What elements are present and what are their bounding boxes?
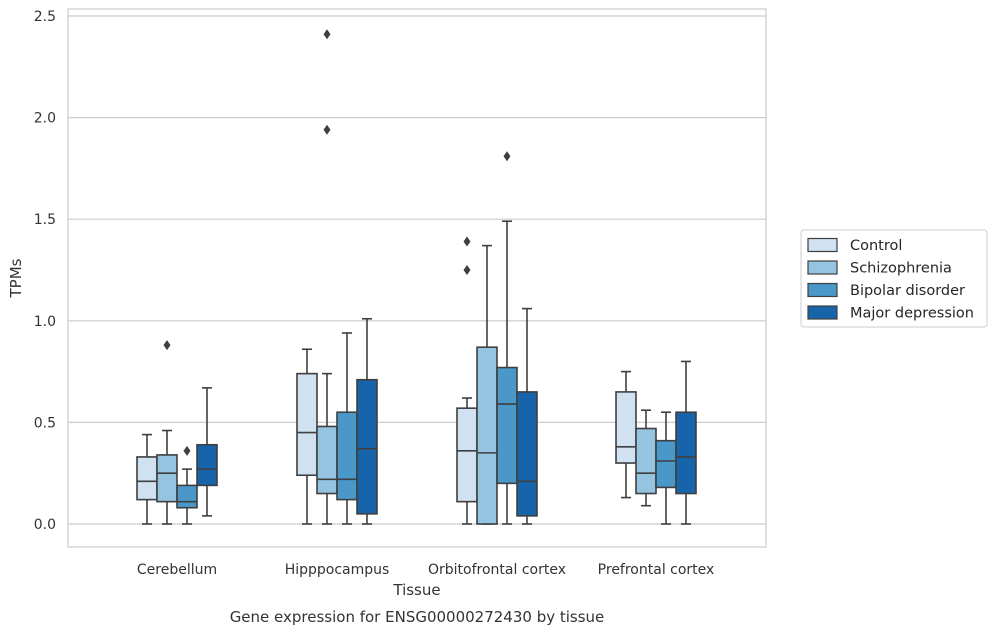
y-tick-label: 2.0	[34, 111, 56, 127]
y-tick-label: 1.5	[34, 212, 56, 228]
legend-label: Schizophrenia	[850, 261, 952, 277]
legend-swatch	[807, 237, 838, 253]
box-control-3	[615, 370, 637, 499]
x-tick-label: Cerebellum	[137, 562, 217, 578]
box-bipolar-disorder-0	[176, 445, 198, 525]
outlier-point	[183, 445, 191, 456]
legend-label: Control	[850, 238, 902, 254]
box-major-depression-1	[356, 317, 378, 525]
legend: Control Schizophrenia Bipolar disorder Majo…	[800, 229, 988, 328]
y-axis-ticks: 0.0 0.5 1.0 1.5 2.0 2.5	[34, 9, 56, 533]
x-axis-label: Tissue	[392, 581, 440, 599]
outlier-point	[463, 265, 471, 275]
outlier-point	[163, 340, 171, 351]
box-body	[655, 439, 677, 489]
box-body	[675, 411, 697, 495]
legend-label: Bipolar disorder	[850, 283, 965, 299]
box-major-depression-3	[675, 360, 697, 525]
box-bipolar-disorder-3	[655, 411, 677, 525]
y-tick-label: 1.0	[34, 314, 56, 330]
box-body	[156, 454, 178, 503]
legend-swatch	[807, 260, 838, 275]
box-body	[496, 366, 518, 485]
y-tick-label: 0.0	[34, 517, 56, 533]
outlier-point	[503, 151, 511, 162]
box-schizophrenia-0	[156, 340, 178, 525]
x-axis-ticks: Cerebellum Hipppocampus Orbitofrontal cort…	[137, 562, 714, 578]
box-control-1	[296, 348, 318, 525]
box-schizophrenia-1	[316, 29, 338, 525]
box-body	[136, 456, 158, 501]
box-body	[196, 443, 218, 487]
y-tick-label: 0.5	[34, 415, 56, 431]
x-tick-label: Prefrontal cortex	[598, 562, 715, 578]
outlier-point	[323, 29, 331, 40]
box-body	[476, 346, 498, 525]
x-tick-label: Orbitofrontal cortex	[428, 562, 566, 578]
legend-swatch	[807, 282, 838, 298]
legend-swatch	[807, 305, 838, 320]
y-tick-label: 2.5	[34, 9, 56, 25]
outlier-point	[463, 236, 471, 247]
y-axis-label: TPMs	[7, 258, 25, 298]
box-major-depression-2	[516, 307, 538, 525]
box-body	[296, 372, 318, 477]
legend-label: Major depression	[850, 306, 974, 322]
box-groups	[136, 29, 697, 525]
box-bipolar-disorder-2	[496, 151, 518, 525]
chart-caption: Gene expression for ENSG00000272430 by t…	[230, 608, 605, 626]
box-bipolar-disorder-1	[336, 332, 358, 525]
box-body	[456, 407, 478, 503]
box-body	[615, 391, 637, 464]
box-body	[176, 484, 198, 509]
box-body	[516, 391, 538, 517]
legend-frame	[800, 229, 988, 328]
box-body	[316, 425, 338, 495]
x-tick-label: Hipppocampus	[285, 562, 390, 578]
box-body	[635, 427, 657, 495]
box-body	[356, 378, 378, 515]
outlier-point	[323, 124, 331, 135]
box-body	[336, 411, 358, 501]
box-major-depression-0	[196, 387, 218, 517]
